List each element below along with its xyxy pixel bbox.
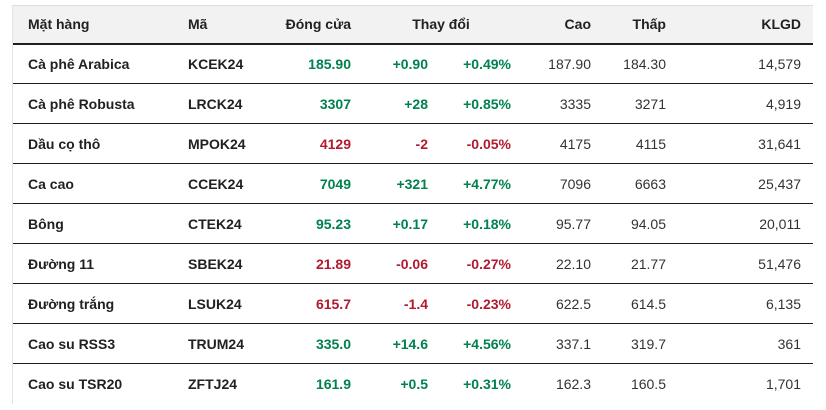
volume: 20,011 (676, 203, 813, 244)
low-price: 184.30 (601, 43, 676, 84)
header-low: Thấp (601, 5, 676, 45)
change-value: -2 (361, 123, 438, 164)
table-row: Cao su RSS3 TRUM24 335.0 +14.6 +4.56% 33… (13, 323, 813, 364)
commodity-name: Cao su RSS3 (13, 323, 173, 364)
close-price: 21.89 (268, 243, 361, 284)
change-percent: +0.18% (438, 203, 521, 244)
change-value: +14.6 (361, 323, 438, 364)
header-high: Cao (521, 5, 601, 45)
table-row: Cà phê Robusta LRCK24 3307 +28 +0.85% 33… (13, 83, 813, 124)
close-price: 7049 (268, 163, 361, 204)
close-price: 95.23 (268, 203, 361, 244)
low-price: 6663 (601, 163, 676, 204)
close-price: 615.7 (268, 283, 361, 324)
table-row: Cao su TSR20 ZFTJ24 161.9 +0.5 +0.31% 16… (13, 363, 813, 404)
commodity-name: Cà phê Robusta (13, 83, 173, 124)
change-value: +321 (361, 163, 438, 204)
table-row: Ca cao CCEK24 7049 +321 +4.77% 7096 6663… (13, 163, 813, 204)
close-price: 161.9 (268, 363, 361, 404)
table-row: Đường 11 SBEK24 21.89 -0.06 -0.27% 22.10… (13, 243, 813, 284)
commodity-code: LRCK24 (173, 83, 268, 124)
table-body: Cà phê Arabica KCEK24 185.90 +0.90 +0.49… (13, 43, 813, 404)
volume: 14,579 (676, 43, 813, 84)
high-price: 22.10 (521, 243, 601, 284)
table-header: Mặt hàng Mã Đóng cửa Thay đổi Cao Thấp K… (13, 5, 813, 45)
low-price: 614.5 (601, 283, 676, 324)
close-price: 185.90 (268, 43, 361, 84)
volume: 25,437 (676, 163, 813, 204)
high-price: 187.90 (521, 43, 601, 84)
low-price: 319.7 (601, 323, 676, 364)
commodity-code: CCEK24 (173, 163, 268, 204)
change-percent: -0.23% (438, 283, 521, 324)
table-row: Dầu cọ thô MPOK24 4129 -2 -0.05% 4175 41… (13, 123, 813, 164)
volume: 31,641 (676, 123, 813, 164)
volume: 51,476 (676, 243, 813, 284)
change-value: -1.4 (361, 283, 438, 324)
low-price: 3271 (601, 83, 676, 124)
close-price: 4129 (268, 123, 361, 164)
change-value: +0.5 (361, 363, 438, 404)
commodity-name: Đường 11 (13, 243, 173, 284)
header-close: Đóng cửa (268, 5, 361, 45)
commodity-code: ZFTJ24 (173, 363, 268, 404)
close-price: 335.0 (268, 323, 361, 364)
commodity-code: SBEK24 (173, 243, 268, 284)
header-code: Mã (173, 5, 268, 45)
high-price: 3335 (521, 83, 601, 124)
commodity-name: Dầu cọ thô (13, 123, 173, 164)
volume: 361 (676, 323, 813, 364)
volume: 1,701 (676, 363, 813, 404)
commodity-name: Cao su TSR20 (13, 363, 173, 404)
table-row: Đường trắng LSUK24 615.7 -1.4 -0.23% 622… (13, 283, 813, 324)
change-value: -0.06 (361, 243, 438, 284)
volume: 4,919 (676, 83, 813, 124)
change-percent: +0.31% (438, 363, 521, 404)
commodity-price-table-container: Mặt hàng Mã Đóng cửa Thay đổi Cao Thấp K… (12, 5, 813, 404)
high-price: 4175 (521, 123, 601, 164)
table-row: Cà phê Arabica KCEK24 185.90 +0.90 +0.49… (13, 43, 813, 84)
commodity-name: Đường trắng (13, 283, 173, 324)
commodity-price-table: Mặt hàng Mã Đóng cửa Thay đổi Cao Thấp K… (13, 5, 813, 404)
volume: 6,135 (676, 283, 813, 324)
commodity-name: Ca cao (13, 163, 173, 204)
commodity-code: MPOK24 (173, 123, 268, 164)
commodity-code: KCEK24 (173, 43, 268, 84)
change-percent: +0.49% (438, 43, 521, 84)
change-percent: -0.27% (438, 243, 521, 284)
commodity-code: CTEK24 (173, 203, 268, 244)
commodity-name: Cà phê Arabica (13, 43, 173, 84)
low-price: 94.05 (601, 203, 676, 244)
change-percent: -0.05% (438, 123, 521, 164)
high-price: 7096 (521, 163, 601, 204)
change-percent: +4.56% (438, 323, 521, 364)
header-change: Thay đổi (361, 5, 521, 45)
high-price: 622.5 (521, 283, 601, 324)
change-percent: +0.85% (438, 83, 521, 124)
low-price: 21.77 (601, 243, 676, 284)
header-commodity: Mặt hàng (13, 5, 173, 45)
change-value: +28 (361, 83, 438, 124)
change-value: +0.90 (361, 43, 438, 84)
close-price: 3307 (268, 83, 361, 124)
commodity-code: TRUM24 (173, 323, 268, 364)
header-volume: KLGD (676, 5, 813, 45)
high-price: 162.3 (521, 363, 601, 404)
commodity-name: Bông (13, 203, 173, 244)
change-value: +0.17 (361, 203, 438, 244)
table-row: Bông CTEK24 95.23 +0.17 +0.18% 95.77 94.… (13, 203, 813, 244)
high-price: 95.77 (521, 203, 601, 244)
low-price: 160.5 (601, 363, 676, 404)
low-price: 4115 (601, 123, 676, 164)
high-price: 337.1 (521, 323, 601, 364)
header-row: Mặt hàng Mã Đóng cửa Thay đổi Cao Thấp K… (13, 5, 813, 45)
change-percent: +4.77% (438, 163, 521, 204)
commodity-code: LSUK24 (173, 283, 268, 324)
